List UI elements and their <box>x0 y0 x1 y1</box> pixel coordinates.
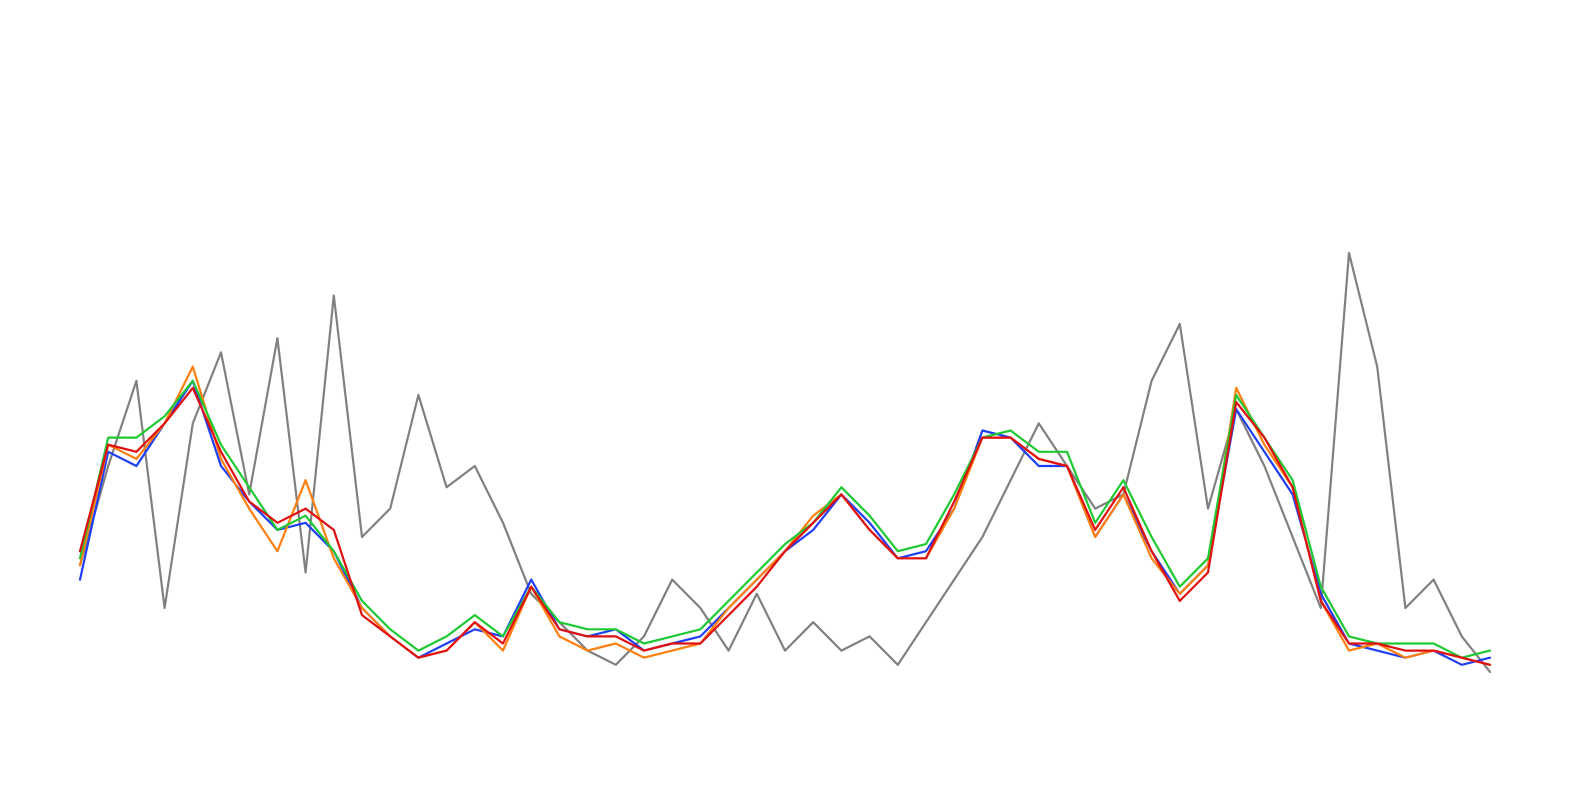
series-line-4 <box>78 386 1492 666</box>
series-line-0 <box>78 251 1492 673</box>
series-line-3 <box>78 379 1492 659</box>
plot-area <box>78 251 1492 673</box>
